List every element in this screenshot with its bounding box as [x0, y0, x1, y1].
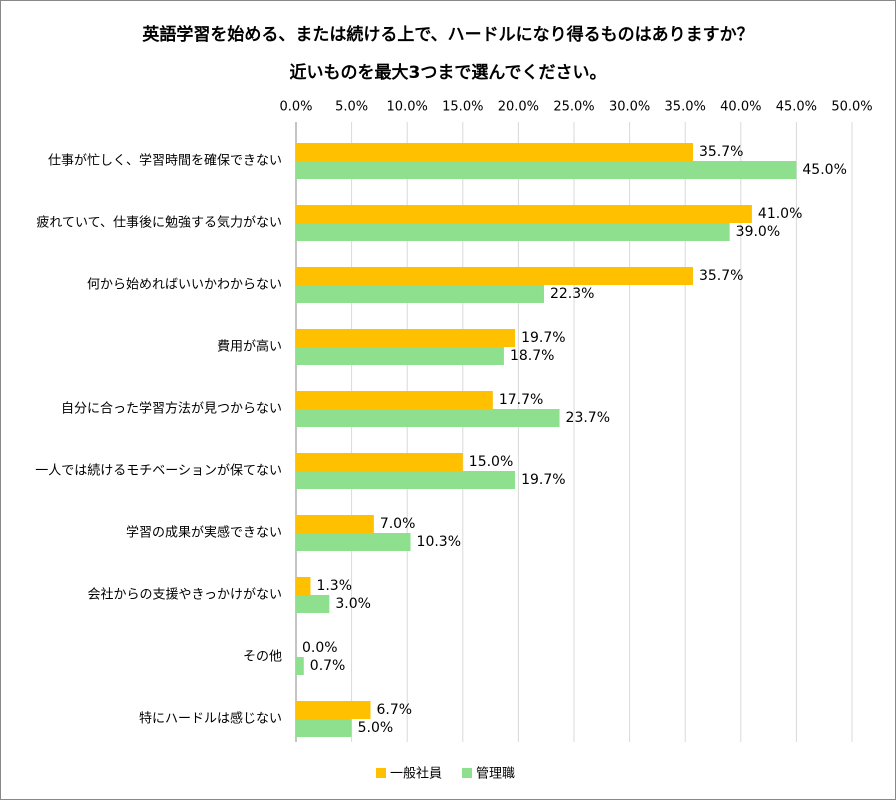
bar: [296, 515, 374, 533]
bar: [296, 347, 504, 365]
x-tick-label: 25.0%: [553, 100, 594, 115]
value-label: 23.7%: [566, 410, 610, 426]
bar: [296, 329, 516, 347]
y-tick-label: 特にハードルは感じない: [139, 711, 282, 727]
y-tick-label: 一人では続けるモチベーションが保てない: [35, 464, 282, 479]
bar: [296, 409, 560, 427]
value-label: 19.7%: [521, 330, 565, 346]
x-tick-label: 10.0%: [387, 100, 428, 115]
y-tick-label: 費用が高い: [217, 339, 282, 355]
x-tick-label: 20.0%: [498, 100, 539, 115]
value-label: 1.3%: [316, 578, 352, 594]
value-label: 41.0%: [758, 206, 802, 222]
bar: [296, 161, 797, 179]
bar: [296, 453, 463, 471]
value-label: 3.0%: [335, 596, 371, 612]
x-tick-label: 45.0%: [776, 100, 817, 115]
value-label: 5.0%: [358, 720, 394, 736]
x-tick-label: 35.0%: [665, 100, 706, 115]
bar: [296, 205, 752, 223]
legend-label: 管理職: [476, 767, 515, 782]
value-label: 0.0%: [302, 640, 338, 656]
value-label: 45.0%: [802, 162, 846, 178]
x-tick-label: 5.0%: [335, 100, 368, 115]
y-tick-label: 何から始めればいいかわからない: [87, 277, 282, 293]
value-label: 10.3%: [417, 534, 461, 550]
x-tick-label: 0.0%: [279, 100, 312, 115]
value-label: 7.0%: [380, 516, 416, 532]
y-tick-label: 仕事が忙しく、学習時間を確保できない: [48, 153, 282, 169]
value-label: 35.7%: [699, 144, 743, 160]
legend-swatch: [376, 768, 386, 778]
legend-swatch: [462, 768, 473, 778]
x-tick-label: 15.0%: [442, 100, 483, 115]
bar: [296, 143, 693, 161]
bar: [296, 595, 330, 613]
bar: [296, 719, 352, 737]
bar: [296, 701, 371, 719]
value-label: 15.0%: [469, 454, 513, 470]
value-label: 19.7%: [521, 472, 565, 488]
chart-title: 英語学習を始める、または続ける上で、ハードルになり得るものはありますか？: [142, 24, 753, 45]
y-tick-label: 会社からの支援やきっかけがない: [88, 587, 282, 603]
value-label: 22.3%: [550, 286, 594, 302]
value-label: 0.7%: [310, 658, 346, 674]
y-tick-label: 自分に合った学習方法が見つからない: [61, 401, 282, 417]
y-tick-label: 学習の成果が実感できない: [126, 525, 282, 541]
bar: [296, 533, 411, 551]
bar: [296, 391, 493, 409]
x-tick-label: 50.0%: [831, 100, 872, 115]
value-label: 35.7%: [699, 268, 743, 284]
y-tick-label: 疲れていて、仕事後に勉強する気力がない: [36, 215, 282, 231]
bar: [296, 267, 693, 285]
value-label: 17.7%: [499, 392, 543, 408]
bar: [296, 657, 304, 675]
value-label: 18.7%: [510, 348, 554, 364]
value-label: 39.0%: [736, 224, 780, 240]
bar: [296, 577, 311, 595]
value-label: 6.7%: [377, 702, 413, 718]
chart-subtitle: 近いものを最大3つまで選んでください。: [290, 62, 607, 83]
bar: [296, 285, 544, 303]
bar: [296, 471, 516, 489]
bar: [296, 223, 730, 241]
legend-label: 一般社員: [390, 766, 442, 782]
x-tick-label: 30.0%: [609, 100, 650, 115]
y-tick-label: その他: [243, 650, 282, 665]
x-tick-label: 40.0%: [720, 100, 761, 115]
